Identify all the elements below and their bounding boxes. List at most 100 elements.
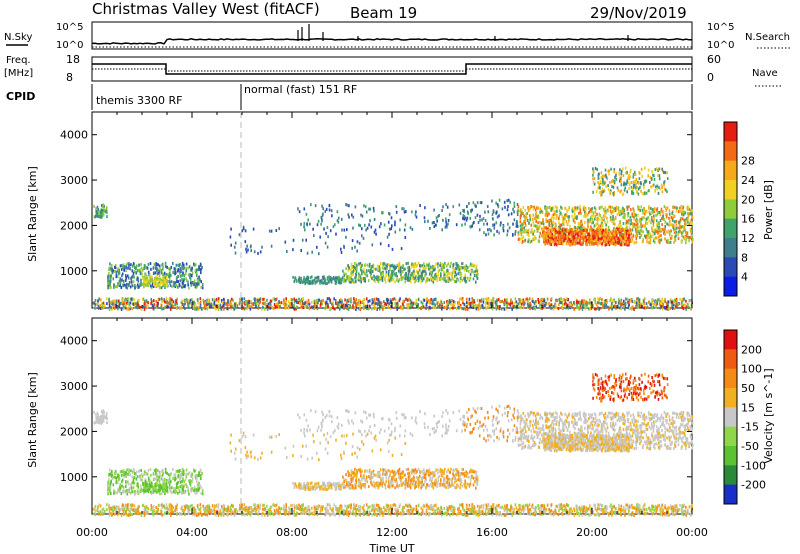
power-cell [360,280,362,284]
power-cell [118,271,121,275]
power-cell [620,305,622,309]
power-cell [102,203,105,207]
power-cell [564,302,566,306]
power-cell [135,266,137,270]
power-cell [538,303,541,307]
power-cell [276,302,278,306]
power-cell [650,221,652,225]
power-cell [596,168,598,172]
power-cell [612,192,614,195]
power-cell [283,298,285,302]
power-cell [303,276,305,280]
power-cell [438,268,441,272]
power-cell [542,302,544,306]
power-cell [583,225,585,229]
power-cell [453,302,456,306]
power-cell [114,263,117,267]
power-cell [500,221,502,225]
power-cell [95,209,97,213]
power-cell [128,281,131,284]
power-cell [619,302,622,306]
power-cell [305,300,307,304]
power-cell [624,233,626,237]
power-cell [290,298,292,302]
power-cell [244,240,247,244]
power-cell [350,297,352,301]
power-cell [294,276,297,280]
power-cell [354,266,357,270]
power-cell [158,269,161,273]
power-cell [370,275,373,278]
power-cell [372,263,375,267]
power-cell [615,234,618,238]
power-cell [563,239,565,243]
power-cell [679,224,682,228]
power-cell [575,236,578,240]
power-cell [631,190,633,194]
power-cell [274,305,276,309]
power-cell [388,275,391,279]
power-cell [524,219,526,223]
power-cell [345,203,347,207]
power-cell [313,306,316,310]
power-cell [295,307,297,311]
power-cell [131,297,134,301]
power-cell [475,280,477,284]
power-cell [593,182,596,186]
power-cell [384,276,386,280]
power-cell [602,180,604,184]
power-cell [147,270,150,274]
power-cell [358,223,360,227]
power-cell [552,206,555,209]
power-cell [177,268,180,272]
power-cell [160,286,163,290]
power-cell [133,298,136,302]
power-cell [490,229,492,233]
power-cell [181,301,183,304]
power-cell [653,302,656,306]
power-cell [649,241,651,245]
power-cell [387,220,390,224]
power-cell [561,306,564,310]
power-cell [484,219,487,222]
power-cell [355,302,358,306]
power-cell [554,210,556,214]
power-cell [160,297,163,301]
power-cell [363,302,365,306]
power-cell [179,267,182,270]
power-cell [607,236,610,240]
power-cell [541,306,543,310]
power-cell [603,236,605,240]
power-cell [671,235,673,239]
power-cell [448,279,450,283]
power-cell [384,302,386,306]
power-cell [555,205,557,209]
power-cell [417,279,420,283]
power-cell [577,300,580,304]
power-cell [633,185,635,189]
power-cell [578,226,581,230]
power-cell [675,234,677,238]
power-cell [594,215,597,219]
power-cell [467,302,470,305]
power-cell [670,229,672,233]
power-cell [475,264,478,268]
power-cell [497,205,500,209]
power-cell [673,241,675,244]
power-cell [241,306,243,310]
power-cell [461,223,463,227]
power-cell [288,300,290,304]
power-cell [354,261,356,265]
power-cell [668,300,670,304]
power-cell [650,235,653,239]
power-cell [114,285,117,289]
power-cell [324,277,326,281]
power-cell [322,299,324,302]
power-cell [471,300,474,304]
power-cell [382,307,384,311]
power-cell [614,207,616,211]
power-cell [627,231,630,234]
power-cell [346,275,348,279]
power-cell [215,307,217,311]
power-cell [650,185,652,189]
